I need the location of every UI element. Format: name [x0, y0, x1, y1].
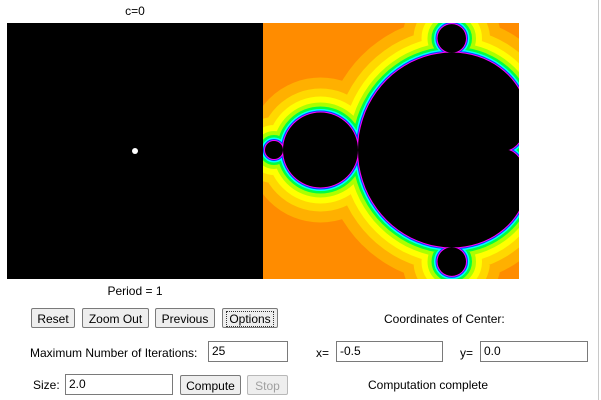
button-text: Options [226, 311, 274, 327]
compute-button[interactable]: Compute [180, 375, 241, 395]
zoom-out-button[interactable]: Zoom Out [82, 308, 149, 328]
stop-button[interactable]: Stop [247, 375, 288, 395]
status-label: Computation complete [368, 378, 489, 392]
period-label: Period = 1 [107, 284, 163, 298]
title: c=0 [125, 4, 145, 18]
mandelbrot-set [265, 24, 519, 276]
iterations-field[interactable]: 25 [208, 341, 288, 362]
size-field[interactable]: 2.0 [65, 374, 173, 395]
y-label: y= [460, 346, 474, 360]
fractal-view [7, 23, 519, 279]
y-field[interactable]: 0.0 [480, 341, 588, 362]
button-text: Stop [255, 379, 280, 393]
size-label: Size: [33, 378, 60, 392]
mandelbrot-panel [263, 23, 519, 279]
coordinates-label: Coordinates of Center: [384, 312, 505, 326]
button-text: Zoom Out [88, 312, 143, 326]
reset-button[interactable]: Reset [31, 308, 75, 328]
button-text: Previous [161, 312, 209, 326]
x-label: x= [316, 346, 330, 360]
button-text: Reset [37, 312, 69, 326]
julia-point [132, 148, 138, 154]
previous-button[interactable]: Previous [155, 308, 215, 328]
button-text: Compute [186, 379, 235, 393]
options-button[interactable]: Options [222, 308, 278, 328]
edge [598, 0, 599, 400]
iterations-label: Maximum Number of Iterations: [30, 346, 198, 360]
x-field[interactable]: -0.5 [336, 341, 443, 362]
